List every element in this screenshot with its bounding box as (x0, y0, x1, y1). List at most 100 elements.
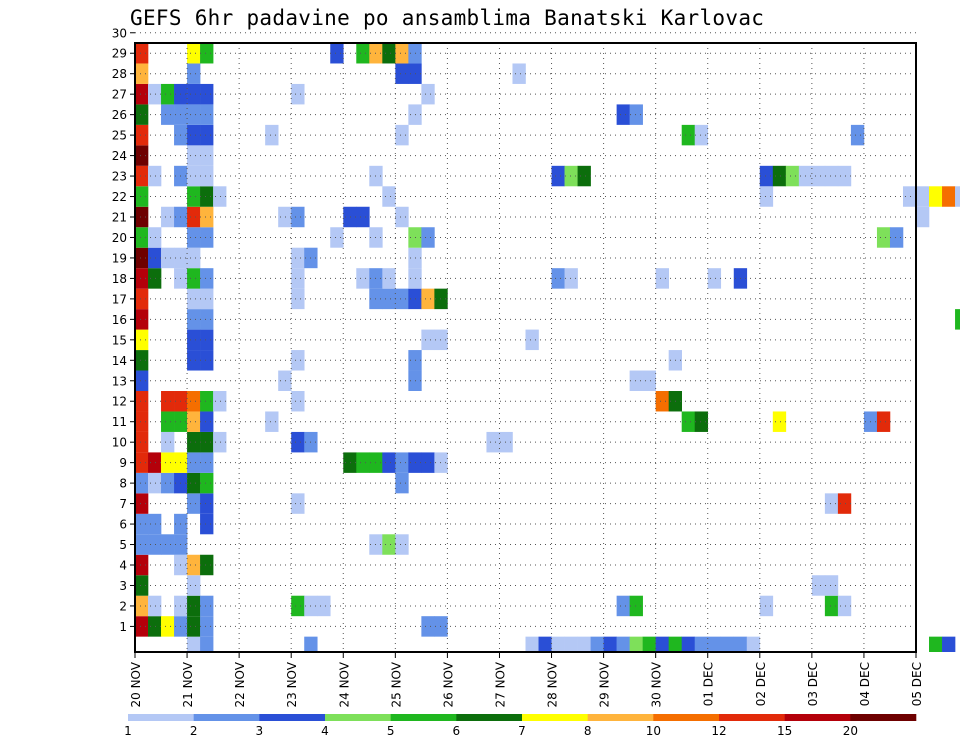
y-tick-label: 27 (112, 88, 127, 102)
x-tick-label: 23 NOV (285, 661, 299, 707)
colorbar-label: 8 (584, 724, 592, 738)
y-tick-label: 10 (112, 436, 127, 450)
heatmap-cell (135, 124, 149, 146)
heatmap-cell (135, 554, 149, 576)
heatmap-cell (187, 636, 201, 652)
heatmap-cell (694, 124, 709, 146)
heatmap-cell (187, 268, 201, 289)
heatmap-cell (955, 309, 960, 330)
heatmap-cell (824, 493, 839, 514)
colorbar-segment (390, 714, 457, 721)
heatmap-cell (187, 247, 201, 269)
colorbar-label: 3 (256, 724, 264, 738)
heatmap-cell (291, 595, 305, 617)
heatmap-cell (434, 329, 448, 351)
heatmap-cell (681, 636, 696, 652)
heatmap-cell (135, 431, 149, 453)
heatmap-cell (200, 329, 214, 351)
heatmap-cell (512, 63, 526, 84)
heatmap-cell (291, 391, 305, 412)
y-tick-label: 8 (119, 477, 127, 491)
y-tick-label: 30 (112, 26, 127, 40)
x-tick-label: 05 DEC (910, 662, 924, 706)
heatmap-cell (200, 391, 214, 412)
y-tick-label: 21 (112, 211, 127, 225)
x-tick-label: 20 NOV (129, 661, 143, 707)
heatmap-cell (785, 165, 800, 187)
heatmap-cell (382, 186, 396, 207)
heatmap-cell (135, 350, 149, 371)
heatmap-cell (135, 268, 149, 289)
y-tick-label: 23 (112, 170, 127, 184)
heatmap-cell (720, 636, 735, 652)
heatmap-cell (525, 636, 539, 652)
heatmap-cell (746, 636, 761, 652)
heatmap-cell (421, 83, 435, 105)
heatmap-cell (135, 83, 149, 105)
heatmap-cell (200, 43, 214, 64)
y-tick-label: 24 (112, 149, 127, 163)
heatmap-cell (525, 329, 539, 351)
x-tick-label: 02 DEC (754, 662, 768, 706)
heatmap-cell (200, 227, 214, 248)
colorbar-segment (587, 714, 654, 721)
heatmap-cell (772, 165, 787, 187)
heatmap-cell (395, 63, 409, 84)
heatmap-cell (668, 636, 682, 652)
heatmap-cell (213, 431, 227, 453)
heatmap-cell (421, 288, 435, 310)
x-tick-label: 04 DEC (858, 662, 872, 706)
heatmap-cell (395, 206, 409, 228)
heatmap-cell (929, 186, 943, 207)
heatmap-cell (876, 411, 891, 432)
heatmap-cell (135, 391, 149, 412)
heatmap-cell (200, 616, 214, 637)
heatmap-cell (434, 288, 448, 310)
y-tick-label: 17 (112, 292, 127, 306)
heatmap-cell (382, 268, 396, 289)
heatmap-cell (148, 472, 162, 494)
heatmap-cell (135, 329, 149, 351)
heatmap-cell (135, 104, 149, 125)
heatmap-cell (148, 247, 162, 269)
heatmap-cell (148, 165, 162, 187)
colorbar-label: 15 (777, 724, 792, 738)
heatmap-cell (148, 513, 162, 535)
heatmap-cell (187, 124, 201, 146)
heatmap-cell (824, 165, 839, 187)
heatmap-cell (291, 206, 305, 228)
heatmap-cell (577, 165, 591, 187)
heatmap-cell (200, 452, 214, 473)
heatmap-cell (135, 493, 149, 514)
heatmap-cell (707, 268, 722, 289)
heatmap-cell (395, 472, 409, 494)
y-tick-label: 16 (112, 313, 127, 327)
heatmap-cell (200, 104, 214, 125)
heatmap-cell (330, 227, 344, 248)
heatmap-cell (629, 595, 643, 617)
heatmap-cell (187, 309, 201, 330)
y-tick-label: 28 (112, 67, 127, 81)
heatmap-cell (135, 595, 149, 617)
colorbar-label: 20 (843, 724, 858, 738)
heatmap-cell (278, 370, 292, 391)
heatmap-cell (942, 186, 956, 207)
heatmap-cell (421, 616, 435, 637)
heatmap-cell (304, 636, 318, 652)
heatmap-cell (551, 268, 565, 289)
heatmap-cell (486, 431, 500, 453)
heatmap-cell (642, 370, 656, 391)
heatmap-cell (824, 595, 839, 617)
heatmap-cell (161, 83, 175, 105)
heatmap-cell (135, 370, 149, 391)
heatmap-cell (291, 247, 305, 269)
heatmap-cell (148, 268, 162, 289)
heatmap-cell (187, 411, 201, 432)
y-tick-label: 20 (112, 231, 127, 245)
heatmap-cell (421, 452, 435, 473)
heatmap-cell (135, 472, 149, 494)
heatmap-cell (187, 595, 201, 617)
colorbar-label: 12 (711, 724, 726, 738)
heatmap-cell (811, 575, 826, 596)
